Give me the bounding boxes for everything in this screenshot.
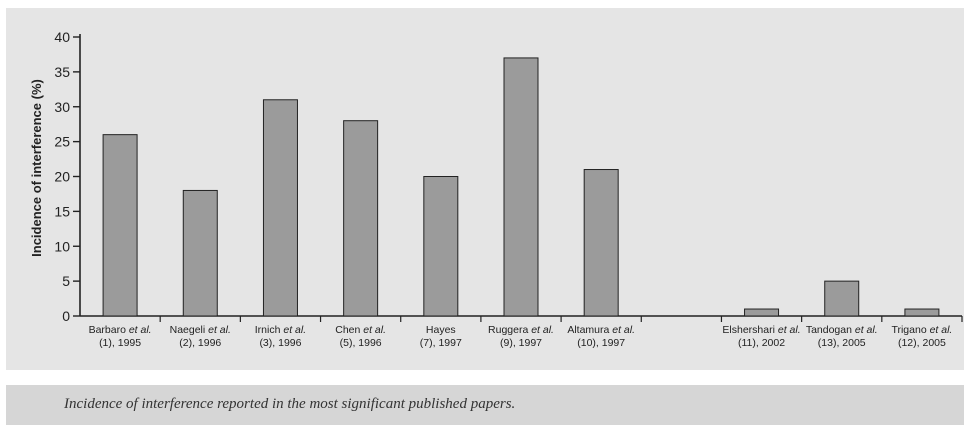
x-tick-label-ref: (9), 1997 (500, 337, 542, 349)
x-tick-label-author: Barbaro et al. (89, 324, 152, 336)
bar-irnich (262, 99, 298, 317)
x-tick-label-author: Hayes (426, 324, 456, 336)
y-ticks: 0 5 10 15 20 25 30 35 40 (54, 29, 80, 324)
figure-caption: Incidence of interference reported in th… (64, 396, 516, 412)
y-tick-label: 25 (54, 134, 70, 150)
x-tick-label-ref: (5), 1996 (340, 337, 382, 349)
bar-chart: Incidence of interference (%) 0 5 10 15 20 25… (29, 29, 963, 349)
x-tick-label-ref: (3), 1996 (259, 337, 301, 349)
x-tick-label-author: Altamura et al. (567, 324, 635, 336)
x-tick-label-ref: (7), 1997 (420, 337, 462, 349)
x-tick-label-author: Elshershari et al. (722, 324, 800, 336)
y-axis-label-group: Incidence of interference (%) (29, 79, 44, 257)
y-tick-label: 35 (54, 64, 70, 80)
x-tick-label-author: Tandogan et al. (806, 324, 878, 336)
chart-panel: Incidence of interference (%) 0 5 10 15 20 25… (6, 8, 964, 370)
x-tick-label-author: Ruggera et al. (488, 324, 554, 336)
x-tick-label-ref: (11), 2002 (738, 337, 785, 349)
x-tick-label-ref: (2), 1996 (179, 337, 221, 349)
caption-band: Incidence of interference reported in th… (6, 385, 964, 425)
bar-tandogan (824, 280, 860, 317)
bar-chen (343, 120, 379, 317)
bars (102, 57, 940, 317)
bar-elshershari (744, 308, 780, 317)
y-tick-label: 5 (62, 273, 70, 289)
bar-hayes (423, 176, 459, 317)
y-tick-label: 15 (54, 203, 70, 219)
bar-naegeli (182, 189, 218, 317)
x-tick-label-author: Irnich et al. (255, 324, 306, 336)
x-tick-label-ref: (10), 1997 (577, 337, 625, 349)
bar-trigano (904, 308, 940, 317)
x-tick-label-ref: (13), 2005 (818, 337, 866, 349)
bar-altamura (583, 169, 619, 317)
y-axis-label: Incidence of interference (%) (29, 79, 44, 257)
x-tick-labels: Barbaro et al.(1), 1995 Naegeli et al.(2)… (89, 324, 953, 349)
x-tick-label-author: Naegeli et al. (170, 324, 231, 336)
y-tick-label: 30 (54, 99, 70, 115)
y-tick-label: 0 (62, 308, 70, 324)
x-tick-label-ref: (1), 1995 (99, 337, 141, 349)
y-tick-label: 40 (54, 29, 70, 45)
x-tick-label-ref: (12), 2005 (898, 337, 946, 349)
x-tick-label-author: Chen et al. (335, 324, 386, 336)
x-tick-label-author: Trigano et al. (891, 324, 952, 336)
y-tick-label: 20 (54, 169, 70, 185)
bar-ruggera (503, 57, 539, 317)
y-tick-label: 10 (54, 238, 70, 254)
bar-barbaro (102, 134, 138, 317)
